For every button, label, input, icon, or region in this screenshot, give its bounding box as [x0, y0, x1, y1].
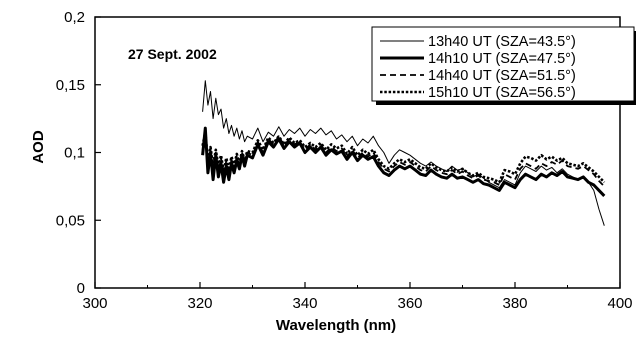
x-tick-label: 400: [607, 295, 632, 312]
legend-box: [371, 26, 635, 102]
y-tick-label: 0,05: [56, 212, 85, 229]
series-line-1: [202, 80, 605, 226]
axes-layer: 300 320 340 360 380 400 0 0,05 0,1 0,15 0,2: [56, 9, 633, 312]
x-tick-label: 360: [397, 295, 422, 312]
y-tick-label: 0: [77, 280, 85, 297]
x-tick-label: 380: [502, 295, 527, 312]
legend: 13h40 UT (SZA=43.5°)14h10 UT (SZA=47.5°)…: [371, 26, 636, 105]
series-line-2: [201, 126, 606, 197]
x-axis-label: Wavelength (nm): [276, 317, 396, 334]
legend-label-1: 13h40 UT (SZA=43.5°): [428, 34, 576, 50]
series-line-3: [201, 135, 605, 188]
y-tick-label: 0,2: [64, 9, 85, 26]
y-axis-label: AOD: [30, 130, 47, 164]
y-tick-label: 0,15: [56, 77, 85, 94]
series-layer: [201, 80, 606, 226]
legend-label-3: 14h40 UT (SZA=51.5°): [428, 68, 576, 84]
x-tick-label: 320: [187, 295, 212, 312]
legend-label-2: 14h10 UT (SZA=47.5°): [428, 51, 576, 67]
x-tick-label: 340: [292, 295, 317, 312]
y-tick-label: 0,1: [64, 145, 85, 162]
series-line-4: [201, 130, 606, 184]
x-tick-label: 300: [82, 295, 107, 312]
legend-label-4: 15h10 UT (SZA=56.5°): [428, 85, 576, 101]
chart-annotation: 27 Sept. 2002: [128, 46, 217, 62]
